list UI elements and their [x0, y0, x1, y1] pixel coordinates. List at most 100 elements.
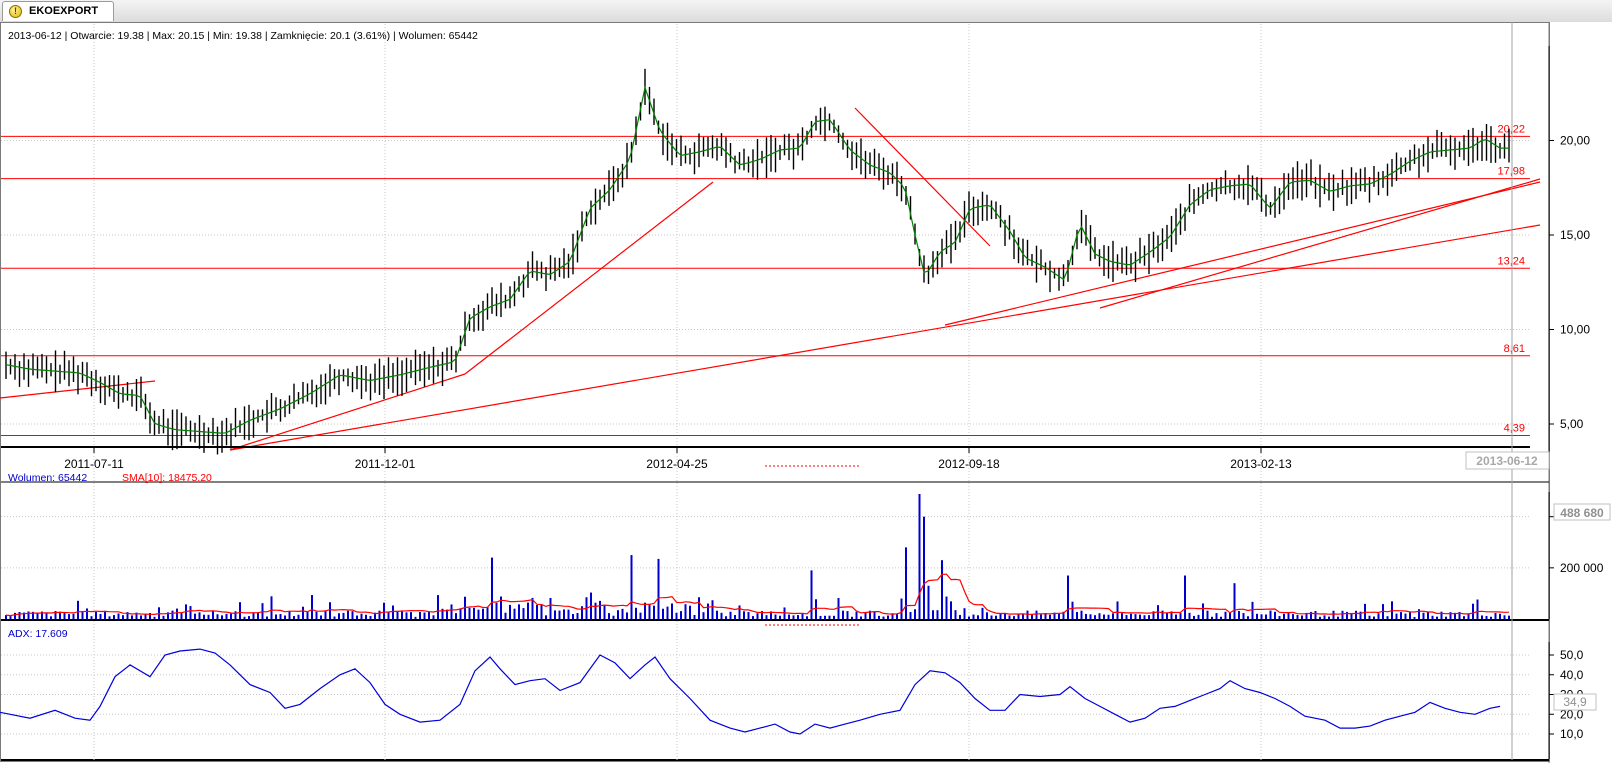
volume-bar — [1499, 613, 1501, 619]
volume-bar — [1188, 612, 1191, 619]
volume-bar — [702, 612, 705, 619]
volume-bar — [441, 608, 444, 619]
volume-bar — [1359, 611, 1362, 619]
volume-bar — [1274, 611, 1276, 619]
volume-bar — [1193, 615, 1195, 619]
volume-bar — [1125, 615, 1128, 619]
volume-bar — [513, 608, 516, 619]
volume-bar — [1377, 613, 1380, 619]
volume-bar — [1067, 575, 1069, 619]
volume-bar — [693, 615, 696, 619]
volume-bar — [909, 612, 912, 619]
volume-bar — [1202, 603, 1204, 619]
volume-bar — [1031, 614, 1033, 619]
volume-bar — [729, 611, 732, 619]
volume-bar — [680, 611, 682, 619]
volume-bar — [639, 612, 642, 619]
volume-bar — [1242, 613, 1245, 619]
volume-bar — [234, 611, 237, 619]
volume-bar — [1071, 601, 1074, 619]
stock-chart[interactable]: 20,22 17,98 13,24 8,61 4,39 5,00 10,00 15,00 20… — [0, 22, 1612, 763]
volume-bar — [9, 616, 12, 619]
volume-bar — [1332, 610, 1335, 619]
volume-bar — [333, 616, 336, 619]
volume-bar — [131, 615, 133, 619]
volume-bar — [45, 612, 48, 619]
volume-bar — [302, 606, 304, 619]
date-tick-label: 2012-09-18 — [938, 457, 1000, 471]
volume-bar — [554, 610, 556, 619]
volume-bar — [329, 602, 331, 619]
volume-bar — [153, 616, 156, 619]
volume-bar — [1076, 611, 1078, 619]
volume-bar — [603, 605, 606, 619]
volume-bar — [495, 602, 498, 619]
volume-bar — [419, 612, 421, 619]
volume-bar — [977, 615, 979, 619]
volume-bar — [1008, 615, 1011, 619]
volume-bar — [243, 616, 246, 619]
volume-bar — [536, 605, 538, 619]
volume-bar — [999, 613, 1002, 619]
volume-bar — [1103, 614, 1105, 619]
volume-bar — [1211, 616, 1213, 619]
volume-bar — [572, 613, 574, 619]
volume-bar — [1503, 615, 1506, 619]
volume-bar — [788, 614, 790, 619]
volume-bar — [563, 609, 565, 619]
volume-bar — [1085, 613, 1087, 619]
volume-bar — [374, 612, 376, 619]
volume-bar — [873, 611, 876, 619]
volume-bar — [518, 604, 520, 619]
volume-bar — [837, 598, 840, 619]
volume-bar — [509, 604, 511, 619]
volume-bar — [437, 595, 439, 619]
volume-bar — [842, 610, 844, 619]
volume-bar — [1080, 610, 1083, 619]
volume-bar — [504, 612, 507, 619]
volume-bar — [257, 612, 259, 619]
volume-bar — [896, 613, 898, 619]
volume-bar — [806, 616, 808, 619]
volume-bar — [612, 615, 615, 619]
volume-bar — [1143, 615, 1146, 619]
volume-bar — [261, 603, 264, 619]
volume-bar — [747, 612, 750, 619]
volume-bar — [630, 555, 633, 619]
tab-ekoexport[interactable]: ! EKOEXPORT — [2, 1, 114, 21]
volume-bar — [653, 605, 655, 619]
volume-bar — [914, 609, 916, 619]
level-label: 4,39 — [1504, 423, 1525, 435]
volume-bar — [1431, 615, 1434, 619]
volume-bar — [891, 613, 894, 619]
volume-bar — [1112, 613, 1114, 619]
volume-bar — [144, 614, 147, 619]
volume-bar — [239, 602, 241, 619]
volume-bar — [104, 610, 106, 619]
volume-bar — [720, 612, 723, 619]
volume-bar — [1130, 613, 1132, 619]
volume-bar — [284, 615, 286, 619]
volume-bar — [1260, 614, 1263, 619]
volume-bar — [1386, 616, 1389, 619]
volume-bar — [491, 557, 493, 619]
volume-bar — [1319, 616, 1321, 619]
volume-bar — [707, 603, 709, 619]
volume-bar — [860, 616, 862, 619]
volume-bar — [180, 612, 183, 619]
volume-bar — [918, 494, 921, 619]
volume-bar — [540, 604, 543, 619]
volume-bar — [72, 613, 75, 619]
volume-bar — [1013, 616, 1015, 619]
volume-bar — [1422, 612, 1425, 619]
volume-bar — [779, 615, 781, 619]
volume-legend: Wolumen: 65442 — [8, 472, 87, 484]
adx-tick-label: 40,0 — [1560, 668, 1584, 682]
volume-bar — [288, 611, 291, 619]
volume-bar — [77, 600, 79, 619]
trendlines — [0, 107, 1541, 451]
volume-bar — [1040, 614, 1042, 619]
volume-bar — [833, 615, 835, 619]
volume-bar — [1445, 616, 1447, 619]
volume-bar — [1251, 601, 1254, 619]
